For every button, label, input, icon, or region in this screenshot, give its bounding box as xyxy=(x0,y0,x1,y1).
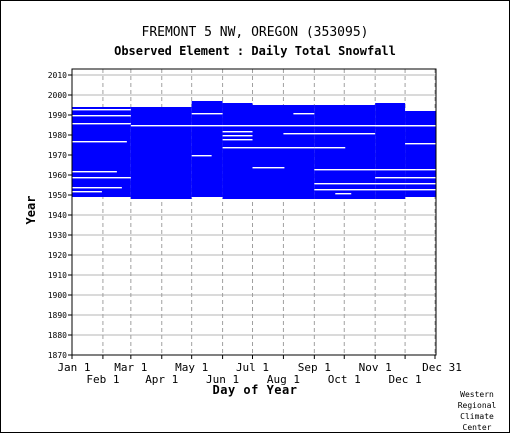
x-tick-label: Jun 1 xyxy=(206,373,239,386)
missing-segment xyxy=(72,187,122,189)
missing-segment xyxy=(72,109,131,111)
x-tick-label: Dec 31 xyxy=(422,361,462,374)
data-block xyxy=(222,103,253,199)
y-tick-label: 1870 xyxy=(48,351,67,360)
x-tick-label: May 1 xyxy=(175,361,208,374)
missing-segment xyxy=(72,141,127,143)
missing-segment xyxy=(191,155,212,157)
x-tick-label: Oct 1 xyxy=(328,373,361,386)
chart-subtitle: Observed Element : Daily Total Snowfall xyxy=(114,44,396,58)
missing-segment xyxy=(375,177,436,179)
missing-segment xyxy=(191,113,223,115)
missing-segment xyxy=(130,125,436,127)
x-tick-label: Apr 1 xyxy=(145,373,178,386)
missing-segment xyxy=(314,169,436,171)
x-tick-label: Feb 1 xyxy=(86,373,119,386)
missing-segment xyxy=(222,131,253,133)
y-tick-label: 1930 xyxy=(48,231,67,240)
missing-segment xyxy=(72,171,117,173)
missing-segment xyxy=(72,123,131,125)
missing-segment xyxy=(405,143,436,145)
x-tick-label: Aug 1 xyxy=(267,373,300,386)
y-axis-label: Year xyxy=(24,195,38,225)
x-tick-label: Nov 1 xyxy=(359,361,392,374)
y-tick-label: 1980 xyxy=(48,131,67,140)
plot-border xyxy=(71,68,437,356)
missing-segment xyxy=(72,115,131,117)
y-tick-label: 2010 xyxy=(48,71,67,80)
missing-segment xyxy=(293,113,315,115)
y-tick-label: 1910 xyxy=(48,271,67,280)
y-tick-label: 1970 xyxy=(48,151,67,160)
y-tick-label: 2000 xyxy=(48,91,67,100)
y-tick-label: 1940 xyxy=(48,211,67,220)
missing-segment xyxy=(375,125,436,127)
missing-segment xyxy=(314,147,346,149)
missing-segment xyxy=(283,133,376,135)
y-tick-label: 1890 xyxy=(48,311,67,320)
missing-segment xyxy=(222,147,315,149)
y-tick-label: 1880 xyxy=(48,331,67,340)
data-block xyxy=(72,107,131,197)
y-tick-label: 1900 xyxy=(48,291,67,300)
y-tick-label: 1950 xyxy=(48,191,67,200)
missing-segment xyxy=(314,183,436,185)
x-tick-label: Jan 1 xyxy=(57,361,90,374)
missing-segment xyxy=(191,197,223,199)
missing-segment xyxy=(314,189,436,191)
data-block xyxy=(314,105,376,199)
y-tick-label: 1960 xyxy=(48,171,67,180)
y-tick-label: 1990 xyxy=(48,111,67,120)
wrcc-credit: Western Regional Climate Center xyxy=(457,390,497,432)
y-tick-label: 1920 xyxy=(48,251,67,260)
missing-segment xyxy=(222,135,253,137)
x-tick-label: Mar 1 xyxy=(114,361,147,374)
x-tick-label: Dec 1 xyxy=(389,373,422,386)
missing-segment xyxy=(252,167,285,169)
x-tick-label: Sep 1 xyxy=(298,361,331,374)
data-block xyxy=(130,107,192,199)
data-block xyxy=(191,101,223,197)
missing-segment xyxy=(72,177,131,179)
missing-segment xyxy=(222,139,253,141)
data-block xyxy=(252,105,315,199)
data-block xyxy=(375,103,406,199)
chart-title: FREMONT 5 NW, OREGON (353095) xyxy=(141,25,369,40)
missing-segment xyxy=(335,193,352,195)
x-axis-label: Day of Year xyxy=(212,383,298,397)
x-tick-label: Jul 1 xyxy=(236,361,269,374)
missing-segment xyxy=(72,191,102,193)
